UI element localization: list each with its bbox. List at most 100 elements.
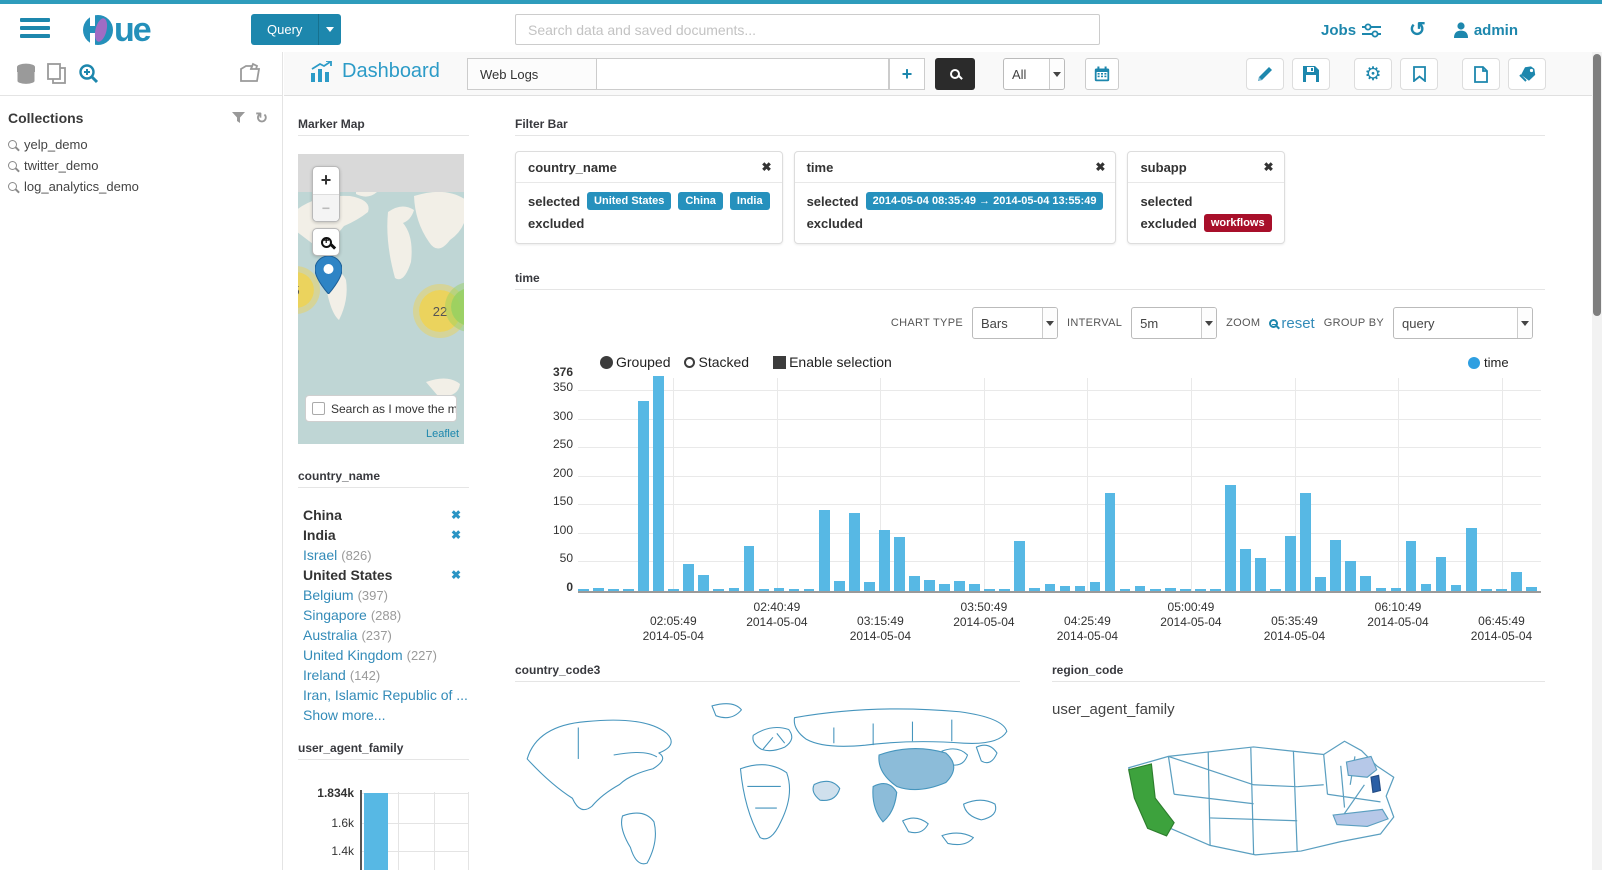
facet-item[interactable]: Singapore (288): [303, 605, 469, 625]
facet-item[interactable]: Israel (826): [303, 545, 469, 565]
map-pin-icon[interactable]: [315, 256, 342, 294]
leaflet-attribution-link[interactable]: Leaflet: [425, 428, 459, 440]
map-zoom-in-button[interactable]: +: [320, 170, 332, 190]
user-menu[interactable]: admin: [1453, 22, 1518, 39]
time-bar[interactable]: [1375, 588, 1387, 591]
time-bar[interactable]: [608, 589, 619, 591]
facet-item-label[interactable]: United States: [303, 567, 393, 583]
facet-item-label[interactable]: China: [303, 507, 342, 523]
dashboard-query-input[interactable]: [597, 58, 889, 90]
collection-item[interactable]: log_analytics_demo: [0, 176, 282, 197]
time-bar[interactable]: [1300, 492, 1312, 591]
facet-item-label[interactable]: Singapore: [303, 607, 367, 623]
facet-remove-icon[interactable]: ✖: [450, 528, 461, 542]
time-bar[interactable]: [939, 584, 950, 591]
facet-item-label[interactable]: Israel: [303, 547, 338, 563]
facet-item[interactable]: Belgium (397): [303, 585, 469, 605]
map-zoom-out-button[interactable]: −: [313, 194, 339, 221]
filter-excluded-badge[interactable]: workflows: [1203, 214, 1272, 232]
facet-item-label[interactable]: Ireland: [303, 667, 346, 683]
time-chart-plot-area[interactable]: [578, 376, 1541, 593]
time-bar[interactable]: [1480, 589, 1492, 591]
time-bar[interactable]: [1330, 539, 1342, 591]
time-bar[interactable]: [1510, 571, 1522, 591]
zoom-in-widget-icon[interactable]: [78, 63, 100, 85]
map-cluster[interactable]: 5: [298, 272, 314, 308]
time-bar[interactable]: [623, 589, 634, 591]
query-button[interactable]: Query: [251, 14, 342, 45]
time-bar[interactable]: [1390, 588, 1402, 591]
map-cluster[interactable]: 2: [451, 288, 464, 326]
dashboard-title[interactable]: Dashboard: [310, 60, 440, 83]
time-bar[interactable]: [698, 575, 710, 591]
facet-item-label[interactable]: United Kingdom: [303, 647, 403, 663]
time-bar[interactable]: [1450, 585, 1462, 591]
user-agent-bar[interactable]: [364, 793, 388, 870]
time-bar[interactable]: [833, 581, 845, 591]
time-bar[interactable]: [1315, 577, 1327, 591]
scrollbar-thumb[interactable]: [1593, 54, 1601, 316]
facet-item[interactable]: Ireland (142): [303, 665, 469, 685]
time-bar[interactable]: [818, 509, 830, 591]
time-bar[interactable]: [1194, 589, 1206, 591]
time-bar[interactable]: [1345, 560, 1357, 591]
time-series-legend[interactable]: time: [1468, 355, 1509, 370]
time-bar[interactable]: [1029, 587, 1041, 591]
time-bar[interactable]: [1210, 589, 1221, 591]
facet-remove-icon[interactable]: ✖: [450, 568, 461, 582]
facet-item[interactable]: Iran, Islamic Republic of ...: [303, 685, 469, 705]
bookmark-button[interactable]: [1400, 58, 1438, 90]
menu-icon[interactable]: [20, 18, 50, 40]
jobs-link[interactable]: Jobs: [1321, 22, 1382, 39]
global-search-input[interactable]: [515, 14, 1100, 45]
facet-item[interactable]: Australia (237): [303, 625, 469, 645]
time-bar[interactable]: [1405, 540, 1417, 591]
time-bar[interactable]: [894, 537, 905, 591]
time-bar[interactable]: [728, 587, 740, 591]
refresh-icon[interactable]: ↻: [255, 110, 268, 127]
time-bar[interactable]: [848, 512, 860, 591]
time-bar[interactable]: [1526, 587, 1537, 591]
time-bar[interactable]: [1059, 586, 1071, 591]
time-scope-select[interactable]: All: [1003, 58, 1065, 90]
time-bar-chart[interactable]: 376 350 300 250 200 150 100 50 0 02:05:49 2014-05…: [515, 365, 1550, 644]
time-bar[interactable]: [1360, 576, 1372, 591]
time-bar[interactable]: [1074, 586, 1086, 591]
facet-item-selected[interactable]: India ✖: [303, 525, 469, 545]
facet-remove-icon[interactable]: ✖: [450, 508, 461, 522]
close-icon[interactable]: ✖: [1263, 160, 1274, 174]
collection-item[interactable]: twitter_demo: [0, 155, 282, 176]
time-bar[interactable]: [653, 376, 664, 591]
facet-show-more-link[interactable]: Show more...: [303, 707, 386, 723]
time-bar[interactable]: [1134, 586, 1146, 591]
time-bar[interactable]: [1104, 493, 1116, 591]
interval-select[interactable]: 5m: [1131, 307, 1218, 339]
vertical-scrollbar[interactable]: [1592, 52, 1602, 870]
time-bar[interactable]: [773, 587, 785, 591]
time-bar[interactable]: [1270, 589, 1281, 591]
stacked-radio[interactable]: Stacked: [684, 354, 749, 370]
region-code-us-map[interactable]: [1105, 728, 1425, 870]
select-caret[interactable]: [1201, 308, 1217, 338]
hue-logo[interactable]: ue: [78, 10, 152, 50]
time-bar[interactable]: [683, 563, 695, 591]
time-bar[interactable]: [578, 589, 589, 591]
filter-selected-badge[interactable]: China: [678, 192, 723, 210]
time-bar[interactable]: [638, 400, 649, 591]
time-bar[interactable]: [999, 589, 1011, 591]
facet-item[interactable]: United Kingdom (227): [303, 645, 469, 665]
filter-selected-badge[interactable]: India: [729, 192, 770, 210]
time-bar[interactable]: [1420, 584, 1432, 591]
time-bar[interactable]: [668, 589, 680, 591]
time-bar[interactable]: [1255, 558, 1266, 591]
facet-item-label[interactable]: Belgium: [303, 587, 354, 603]
facet-item-selected[interactable]: United States ✖: [303, 565, 469, 585]
facet-item-label[interactable]: Iran, Islamic Republic of ...: [303, 687, 468, 703]
filter-funnel-icon[interactable]: [232, 111, 246, 126]
collection-selector[interactable]: Web Logs: [467, 58, 597, 90]
enable-selection-checkbox[interactable]: Enable selection: [773, 354, 892, 370]
time-bar[interactable]: [758, 589, 770, 591]
time-bar[interactable]: [1014, 540, 1026, 591]
time-bar[interactable]: [1435, 556, 1447, 591]
grouped-radio[interactable]: Grouped: [600, 354, 670, 370]
